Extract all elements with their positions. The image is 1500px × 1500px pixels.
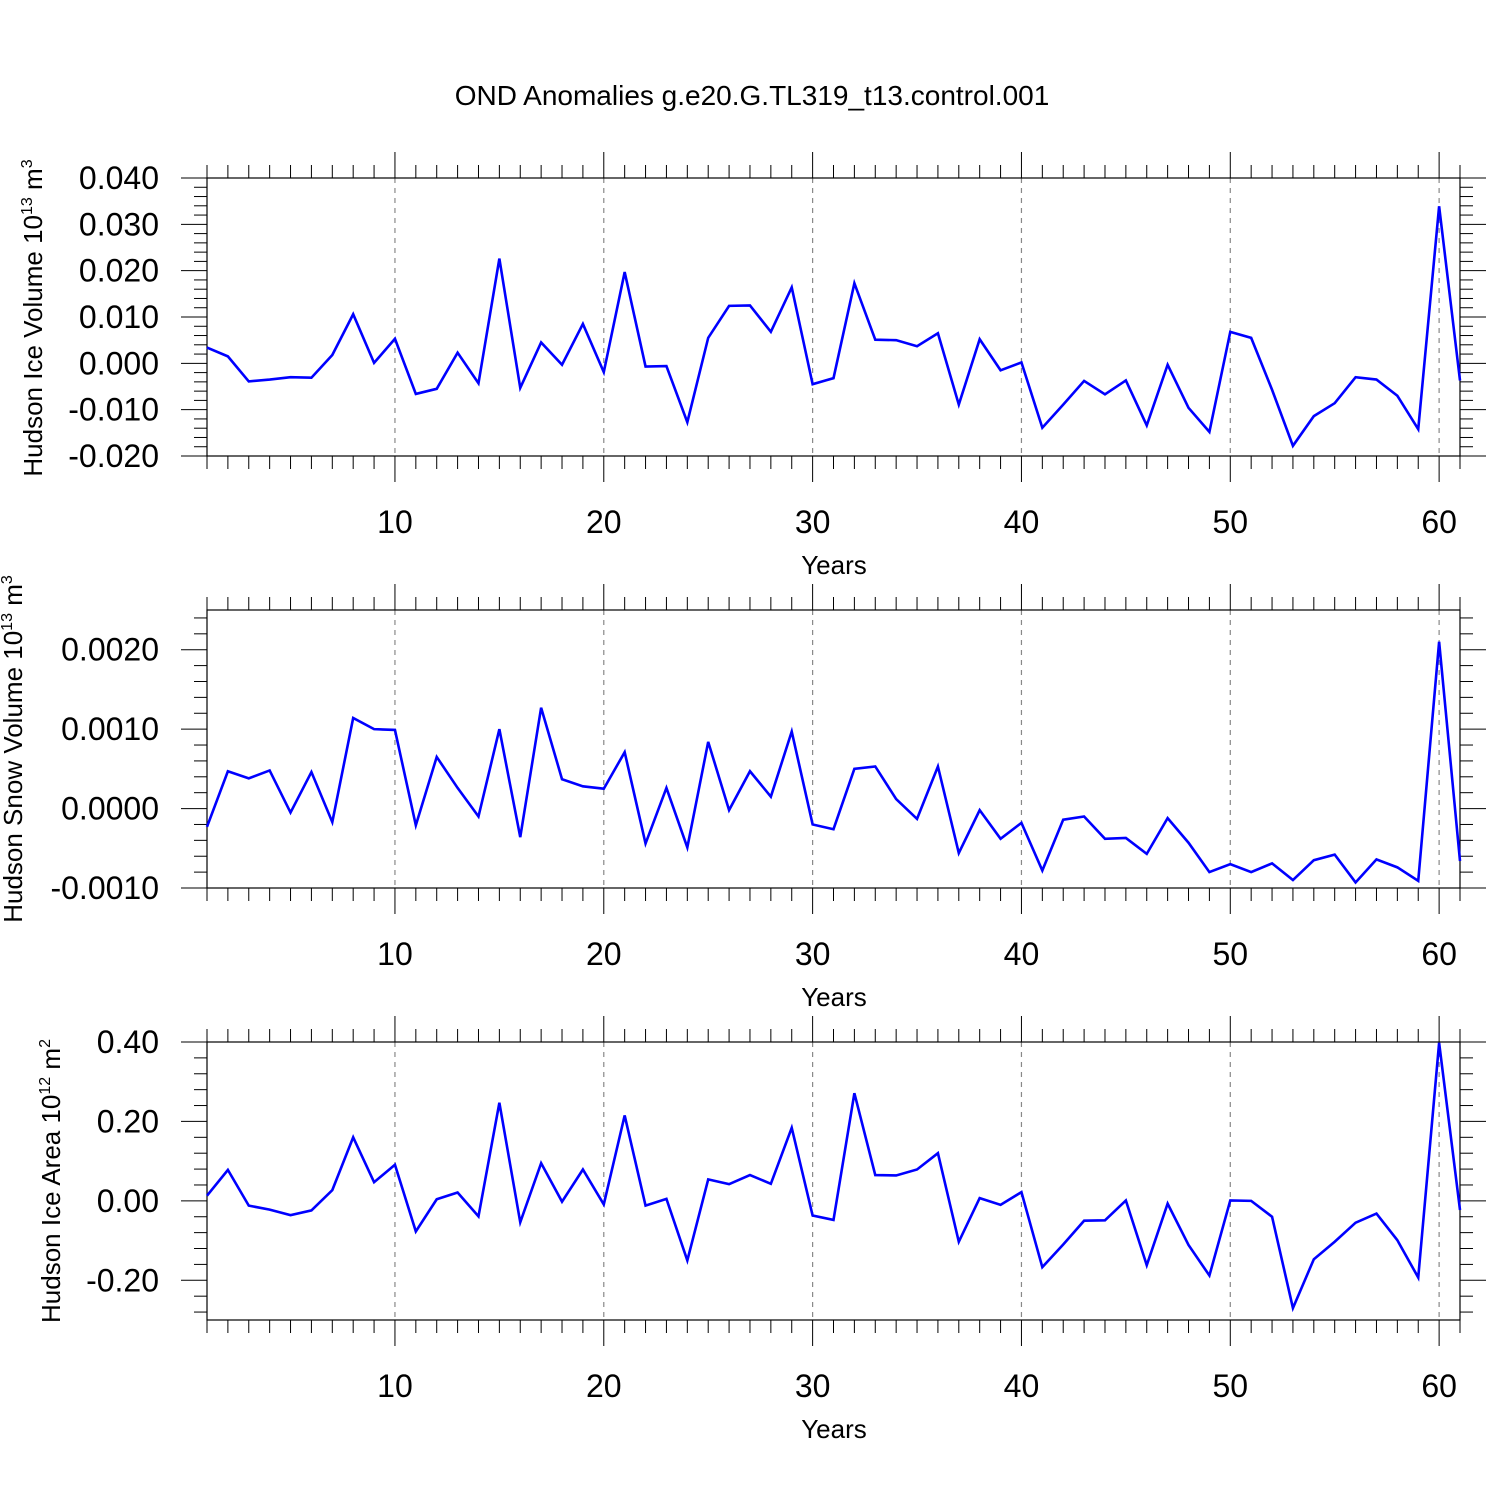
- series-line: [205, 1042, 1462, 1313]
- x-tick-label: 10: [377, 1368, 413, 1404]
- ylabel-snow-volume: Hudson Snow Volume 1013 m3: [0, 575, 28, 923]
- panel-ice-area: Hudson Ice Area 1012 m2 Years 10 20 30 40 50…: [36, 1016, 1486, 1444]
- x-tick-label: 50: [1212, 504, 1248, 540]
- ylabel-text: Hudson Ice Area 10: [36, 1095, 66, 1323]
- y-tick-label: 0.030: [79, 206, 159, 242]
- y-tick-label: -0.0010: [50, 870, 159, 906]
- x-tick-label: 20: [586, 504, 622, 540]
- plot-frame: [206, 609, 1461, 889]
- x-tick-label: 50: [1212, 1368, 1248, 1404]
- ylabel-ice-area: Hudson Ice Area 1012 m2: [36, 1039, 66, 1323]
- x-tick-label: 60: [1421, 1368, 1457, 1404]
- y-tick-label: 0.000: [79, 345, 159, 381]
- x-tick-label: 10: [377, 504, 413, 540]
- figure-title: OND Anomalies g.e20.G.TL319_t13.control.…: [455, 80, 1050, 111]
- ylabel-exponent: 12: [37, 1077, 54, 1095]
- x-tick-label: 30: [795, 1368, 831, 1404]
- y-tick-label: 0.20: [97, 1103, 159, 1139]
- panel-ice-volume: Hudson Ice Volume 1013 m3 Years 10 20 30 40…: [18, 152, 1486, 580]
- y-tick-label: 0.0020: [61, 632, 159, 668]
- x-tick-label: 30: [795, 936, 831, 972]
- x-tick-label: 10: [377, 936, 413, 972]
- xlabel-ice-volume: Years: [801, 550, 867, 580]
- x-tick-label: 60: [1421, 936, 1457, 972]
- ylabel-text: Hudson Snow Volume 10: [0, 631, 28, 923]
- y-tick-label: 0.00: [97, 1183, 159, 1219]
- panel-snow-volume: Hudson Snow Volume 1013 m3 Years 10 20 30 4…: [0, 575, 1486, 1012]
- x-tick-label: 60: [1421, 504, 1457, 540]
- xlabel-snow-volume: Years: [801, 982, 867, 1012]
- ylabel-exponent: 13: [19, 197, 36, 215]
- series-line: [206, 206, 1462, 449]
- plot-frame: [206, 177, 1461, 457]
- y-tick-label: 0.010: [79, 299, 159, 335]
- ylabel-unit: m: [0, 584, 28, 613]
- ylabel-unit-exponent: 3: [0, 575, 16, 584]
- x-tick-label: 20: [586, 936, 622, 972]
- x-tick-label: 40: [1004, 1368, 1040, 1404]
- ylabel-unit: m: [36, 1048, 66, 1077]
- ylabel-exponent: 13: [0, 613, 16, 631]
- series-line: [205, 641, 1462, 885]
- y-tick-label: -0.010: [68, 392, 159, 428]
- y-tick-label: 0.020: [79, 253, 159, 289]
- ylabel-unit: m: [18, 168, 48, 197]
- ylabel-ice-volume: Hudson Ice Volume 1013 m3: [18, 159, 48, 476]
- plot-frame: [206, 1041, 1461, 1321]
- x-tick-label: 40: [1004, 504, 1040, 540]
- x-tick-label: 30: [795, 504, 831, 540]
- x-tick-label: 20: [586, 1368, 622, 1404]
- y-tick-label: 0.040: [79, 160, 159, 196]
- x-tick-label: 50: [1212, 936, 1248, 972]
- xlabel-ice-area: Years: [801, 1414, 867, 1444]
- y-tick-label: 0.0000: [61, 791, 159, 827]
- ylabel-unit-exponent: 2: [37, 1039, 54, 1048]
- y-tick-label: 0.0010: [61, 711, 159, 747]
- x-tick-label: 40: [1004, 936, 1040, 972]
- y-tick-label: 0.40: [97, 1024, 159, 1060]
- y-tick-label: -0.20: [86, 1262, 159, 1298]
- ylabel-unit-exponent: 3: [19, 159, 36, 168]
- y-tick-label: -0.020: [68, 438, 159, 474]
- ylabel-text: Hudson Ice Volume 10: [18, 215, 48, 477]
